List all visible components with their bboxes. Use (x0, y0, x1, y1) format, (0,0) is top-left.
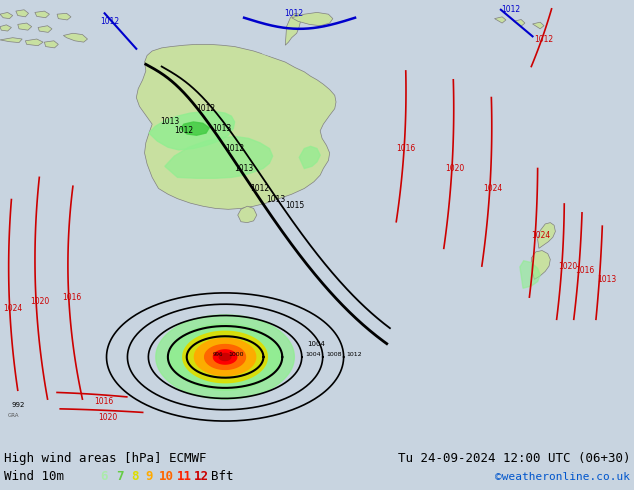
Polygon shape (136, 44, 336, 209)
Text: 1012: 1012 (534, 34, 553, 44)
Text: 1013: 1013 (160, 117, 179, 126)
Text: 1024: 1024 (483, 184, 502, 193)
Polygon shape (16, 10, 29, 17)
Polygon shape (0, 12, 13, 19)
Text: 1024: 1024 (3, 304, 22, 313)
Text: 12: 12 (194, 470, 209, 483)
Text: 1020: 1020 (445, 164, 464, 173)
Polygon shape (538, 222, 555, 248)
Text: 1020: 1020 (98, 414, 117, 422)
Polygon shape (44, 41, 58, 48)
Text: 1016: 1016 (576, 266, 595, 275)
Text: Tu 24-09-2024 12:00 UTC (06+30): Tu 24-09-2024 12:00 UTC (06+30) (398, 452, 630, 465)
Polygon shape (214, 350, 236, 364)
Text: 7: 7 (116, 470, 124, 483)
Text: Wind 10m: Wind 10m (4, 470, 64, 483)
Text: 1013: 1013 (212, 124, 231, 133)
Polygon shape (165, 137, 273, 178)
Text: 1012: 1012 (501, 5, 520, 14)
Text: 1013: 1013 (266, 195, 285, 204)
Polygon shape (0, 38, 22, 43)
Text: GRA: GRA (8, 413, 19, 418)
Text: 1012: 1012 (284, 9, 303, 19)
Text: 11: 11 (177, 470, 192, 483)
Polygon shape (285, 13, 301, 45)
Polygon shape (514, 20, 525, 26)
Polygon shape (292, 12, 333, 25)
Text: 996: 996 (212, 352, 223, 357)
Polygon shape (531, 250, 550, 279)
Polygon shape (57, 13, 71, 20)
Polygon shape (299, 147, 320, 169)
Text: 1008: 1008 (326, 352, 341, 357)
Polygon shape (520, 261, 540, 288)
Text: 9: 9 (145, 470, 153, 483)
Text: 1012: 1012 (347, 352, 363, 357)
Polygon shape (219, 353, 231, 361)
Polygon shape (205, 344, 245, 369)
Polygon shape (195, 339, 256, 376)
Text: 6: 6 (100, 470, 108, 483)
Polygon shape (183, 331, 268, 383)
Text: 992: 992 (11, 402, 25, 408)
Text: 10: 10 (159, 470, 174, 483)
Text: 1016: 1016 (62, 293, 81, 302)
Text: 1016: 1016 (396, 144, 415, 153)
Polygon shape (35, 11, 49, 18)
Polygon shape (0, 25, 11, 31)
Polygon shape (149, 112, 235, 150)
Polygon shape (533, 22, 544, 29)
Text: High wind areas [hPa] ECMWF: High wind areas [hPa] ECMWF (4, 452, 207, 465)
Text: Bft: Bft (211, 470, 233, 483)
Text: 1004: 1004 (307, 341, 325, 347)
Text: 1012: 1012 (250, 184, 269, 193)
Text: 1000: 1000 (228, 352, 243, 357)
Polygon shape (238, 206, 257, 222)
Text: 1012: 1012 (100, 17, 119, 26)
Polygon shape (18, 23, 32, 30)
Polygon shape (171, 324, 280, 390)
Text: 1015: 1015 (285, 201, 304, 210)
Text: 1024: 1024 (531, 230, 550, 240)
Text: 1012: 1012 (225, 144, 244, 153)
Text: 1004: 1004 (305, 352, 321, 357)
Polygon shape (254, 44, 285, 58)
Text: 1016: 1016 (94, 397, 113, 406)
Text: 1013: 1013 (597, 275, 616, 284)
Text: 1012: 1012 (197, 104, 216, 113)
Text: 1012: 1012 (174, 126, 193, 135)
Polygon shape (495, 17, 506, 23)
Text: ©weatheronline.co.uk: ©weatheronline.co.uk (495, 472, 630, 482)
Text: 1020: 1020 (558, 262, 577, 270)
Polygon shape (63, 33, 87, 42)
Polygon shape (156, 315, 294, 399)
Polygon shape (38, 25, 52, 32)
Text: 1020: 1020 (30, 297, 49, 306)
Polygon shape (25, 39, 43, 46)
Polygon shape (181, 122, 209, 135)
Text: 1013: 1013 (235, 164, 254, 173)
Text: 8: 8 (131, 470, 138, 483)
